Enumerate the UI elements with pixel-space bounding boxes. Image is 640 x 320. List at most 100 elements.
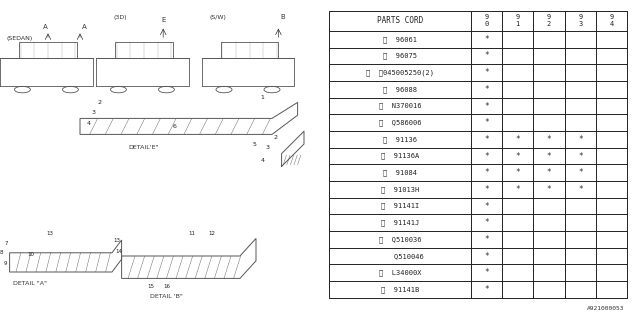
Text: *: * — [484, 68, 488, 77]
Text: *: * — [484, 168, 488, 177]
Bar — [533, 265, 564, 281]
Text: 4: 4 — [86, 121, 90, 126]
Bar — [564, 265, 596, 281]
Bar — [596, 248, 627, 265]
Bar — [533, 198, 564, 214]
Bar — [564, 248, 596, 265]
Bar — [596, 265, 627, 281]
Text: 9
4: 9 4 — [609, 14, 614, 28]
Bar — [564, 281, 596, 298]
Bar — [470, 248, 502, 265]
Text: *: * — [484, 52, 488, 60]
Bar — [564, 164, 596, 181]
Bar — [470, 148, 502, 164]
Bar — [502, 214, 533, 231]
Text: ⑪  91141I: ⑪ 91141I — [381, 203, 419, 209]
Bar — [533, 148, 564, 164]
Text: ⑩  91013H: ⑩ 91013H — [381, 186, 419, 193]
Bar — [470, 98, 502, 114]
Text: ⑨  91084: ⑨ 91084 — [383, 170, 417, 176]
Bar — [596, 31, 627, 48]
Bar — [533, 48, 564, 64]
Bar — [470, 64, 502, 81]
Bar — [470, 214, 502, 231]
Bar — [564, 198, 596, 214]
Text: ⑬  Q510036: ⑬ Q510036 — [379, 236, 421, 243]
Bar — [502, 148, 533, 164]
Text: *: * — [547, 152, 551, 161]
Bar — [533, 131, 564, 148]
Text: 9
3: 9 3 — [578, 14, 582, 28]
Bar — [533, 114, 564, 131]
Bar — [564, 31, 596, 48]
Bar — [470, 131, 502, 148]
Text: ⑭  L34000X: ⑭ L34000X — [379, 269, 421, 276]
Bar — [330, 198, 470, 214]
Text: *: * — [578, 168, 582, 177]
Bar — [470, 11, 502, 31]
Bar — [330, 48, 470, 64]
Bar — [502, 181, 533, 198]
Text: 16: 16 — [163, 284, 170, 289]
Bar — [330, 214, 470, 231]
Text: *: * — [578, 135, 582, 144]
Text: 6: 6 — [173, 124, 177, 129]
Bar — [470, 281, 502, 298]
Text: *: * — [547, 135, 551, 144]
Bar — [596, 98, 627, 114]
Bar — [330, 11, 470, 31]
Bar — [502, 198, 533, 214]
Bar — [533, 98, 564, 114]
Text: 3: 3 — [266, 145, 269, 150]
Bar — [596, 198, 627, 214]
Bar — [533, 164, 564, 181]
Text: *: * — [484, 202, 488, 211]
Bar — [564, 148, 596, 164]
Text: 10: 10 — [27, 252, 34, 257]
Bar — [596, 281, 627, 298]
Text: 11: 11 — [189, 231, 196, 236]
Text: *: * — [547, 168, 551, 177]
Text: *: * — [484, 118, 488, 127]
Text: ⑫  91141J: ⑫ 91141J — [381, 220, 419, 226]
Bar — [533, 31, 564, 48]
Text: DETAIL'E": DETAIL'E" — [128, 145, 159, 150]
Bar — [330, 31, 470, 48]
Text: Q510046: Q510046 — [377, 253, 424, 259]
Bar — [330, 131, 470, 148]
Bar — [564, 98, 596, 114]
Text: 9
1: 9 1 — [515, 14, 520, 28]
Text: 7: 7 — [5, 241, 8, 246]
Text: ⑮  91141B: ⑮ 91141B — [381, 286, 419, 293]
Bar — [596, 148, 627, 164]
Bar — [330, 164, 470, 181]
Bar — [330, 181, 470, 198]
Text: *: * — [484, 268, 488, 277]
Bar — [502, 31, 533, 48]
Bar — [330, 281, 470, 298]
Bar — [330, 265, 470, 281]
Text: 9
0: 9 0 — [484, 14, 488, 28]
Text: 2: 2 — [97, 100, 102, 105]
Bar — [564, 181, 596, 198]
Text: *: * — [484, 152, 488, 161]
Bar — [502, 64, 533, 81]
Text: *: * — [515, 135, 520, 144]
Text: ③  Ⓢ045005250(2): ③ Ⓢ045005250(2) — [366, 69, 434, 76]
Bar — [470, 181, 502, 198]
Bar — [533, 181, 564, 198]
Bar — [564, 114, 596, 131]
Text: 15: 15 — [147, 284, 154, 289]
Text: *: * — [515, 168, 520, 177]
Bar — [564, 64, 596, 81]
Text: *: * — [484, 185, 488, 194]
Bar — [470, 114, 502, 131]
Text: *: * — [547, 185, 551, 194]
Text: 5: 5 — [253, 141, 257, 147]
Bar — [502, 114, 533, 131]
Bar — [533, 64, 564, 81]
Text: 9: 9 — [3, 261, 6, 266]
Bar — [330, 248, 470, 265]
Text: E: E — [161, 17, 166, 23]
Bar — [596, 114, 627, 131]
